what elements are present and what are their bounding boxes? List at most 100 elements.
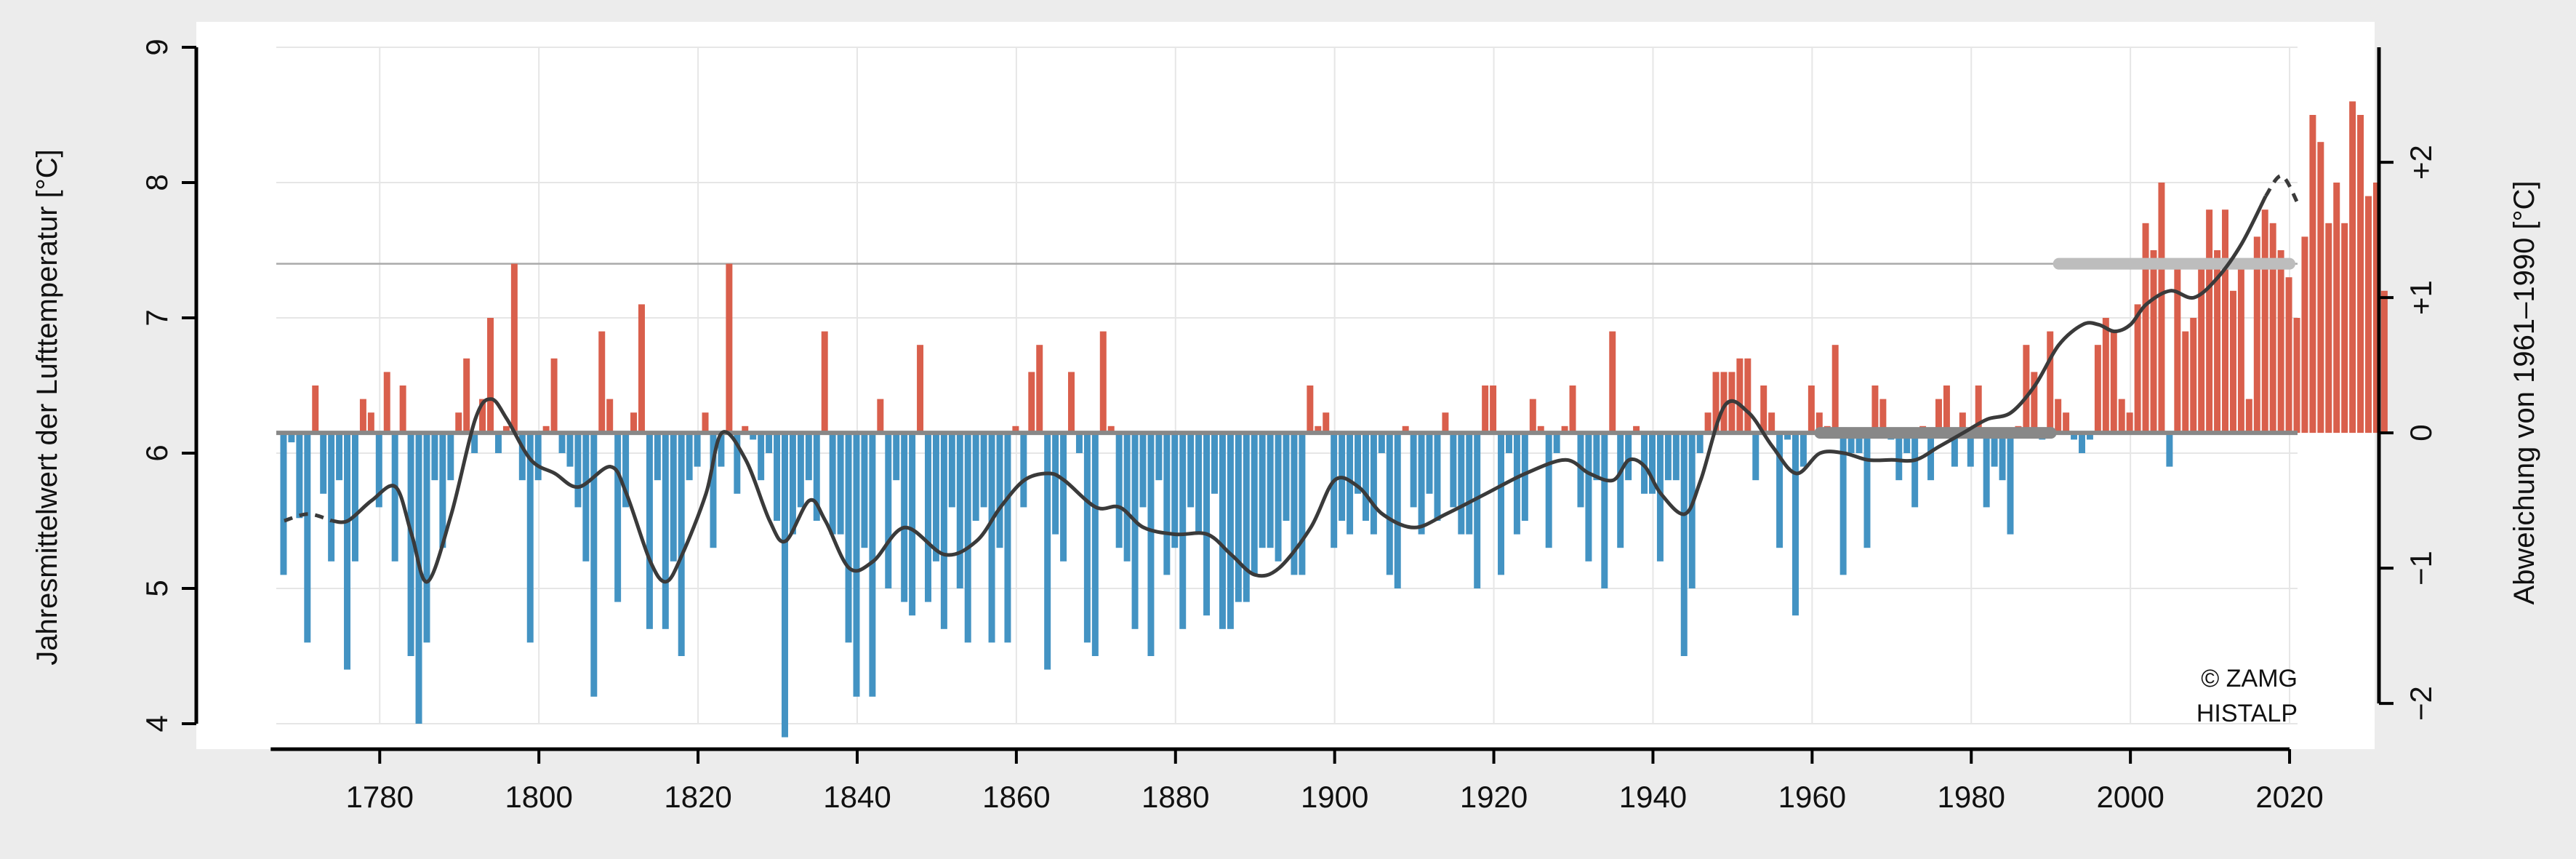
bar-1979 bbox=[1959, 412, 1966, 434]
bar-1806 bbox=[582, 433, 590, 562]
bar-1803 bbox=[558, 433, 566, 453]
bar-1895 bbox=[1291, 433, 1298, 575]
bar-1822 bbox=[710, 433, 717, 548]
bar-1946 bbox=[1696, 433, 1704, 453]
bar-1911 bbox=[1418, 433, 1425, 535]
bar-1873 bbox=[1115, 433, 1123, 548]
bar-1769 bbox=[288, 433, 295, 443]
bar-1928 bbox=[1553, 433, 1560, 453]
bar-1886 bbox=[1219, 433, 1226, 629]
bar-1967 bbox=[1863, 433, 1871, 548]
bar-1954 bbox=[1760, 385, 1768, 434]
bar-1785 bbox=[415, 433, 422, 724]
bar-2015 bbox=[2245, 399, 2252, 434]
bar-1965 bbox=[1847, 433, 1855, 453]
bar-1892 bbox=[1267, 433, 1274, 548]
bar-1945 bbox=[1688, 433, 1696, 588]
y-tick-label-right--2: −2 bbox=[2404, 686, 2438, 721]
bar-1832 bbox=[789, 433, 796, 535]
bar-1773 bbox=[320, 433, 327, 494]
bar-1907 bbox=[1386, 433, 1393, 575]
bar-1795 bbox=[494, 433, 502, 453]
bar-1808 bbox=[598, 331, 606, 434]
bar-1783 bbox=[399, 385, 406, 434]
bar-1877 bbox=[1147, 433, 1155, 656]
bar-1878 bbox=[1155, 433, 1163, 481]
bar-1836 bbox=[821, 331, 828, 434]
bar-1909 bbox=[1402, 425, 1409, 434]
bar-1987 bbox=[2023, 345, 2030, 434]
bar-2012 bbox=[2222, 209, 2228, 434]
bar-1811 bbox=[622, 433, 630, 508]
bar-1938 bbox=[1633, 425, 1640, 434]
bar-1994 bbox=[2079, 433, 2085, 453]
bar-1944 bbox=[1680, 433, 1688, 656]
tick-labels: 1780 1800 1820 1840 1860 1880 1900 1920 1940 1960… bbox=[140, 39, 2438, 814]
bar-1995 bbox=[2086, 433, 2093, 440]
bar-1839 bbox=[845, 433, 852, 643]
bar-1988 bbox=[2031, 372, 2038, 434]
bar-1842 bbox=[869, 433, 876, 697]
reference-period-bars bbox=[1814, 257, 2296, 439]
y-tick-label-left-4: 4 bbox=[140, 715, 174, 732]
bar-2002 bbox=[2142, 223, 2149, 434]
bar-2010 bbox=[2206, 209, 2213, 434]
bar-1888 bbox=[1235, 433, 1242, 602]
bar-1857 bbox=[988, 433, 995, 643]
bar-1772 bbox=[312, 385, 319, 434]
bar-1872 bbox=[1107, 425, 1115, 434]
bar-1810 bbox=[614, 433, 622, 602]
bar-1899 bbox=[1323, 412, 1330, 434]
bar-1797 bbox=[510, 263, 518, 434]
bar-2011 bbox=[2214, 250, 2221, 434]
y-tick-label-right--1: −1 bbox=[2404, 551, 2438, 586]
bar-1864 bbox=[1044, 433, 1051, 670]
bar-1853 bbox=[956, 433, 963, 588]
bar-2026 bbox=[2333, 183, 2340, 434]
bar-1925 bbox=[1529, 399, 1536, 434]
bar-1897 bbox=[1307, 385, 1314, 434]
bar-1844 bbox=[885, 433, 892, 588]
bar-1959 bbox=[1799, 433, 1807, 467]
bar-1868 bbox=[1075, 433, 1083, 453]
bar-1787 bbox=[431, 433, 438, 481]
bar-1972 bbox=[1903, 433, 1911, 453]
bar-1805 bbox=[574, 433, 582, 508]
x-tick-label-1960: 1960 bbox=[1778, 780, 1846, 814]
plot-panel bbox=[196, 22, 2375, 749]
bar-1942 bbox=[1664, 433, 1672, 481]
bar-1789 bbox=[447, 433, 454, 481]
bar-1880 bbox=[1171, 433, 1179, 548]
bar-2028 bbox=[2349, 101, 2356, 434]
bar-1854 bbox=[964, 433, 971, 643]
bar-1951 bbox=[1736, 358, 1744, 434]
bar-2020 bbox=[2285, 277, 2292, 434]
bar-1852 bbox=[948, 433, 955, 508]
bar-2025 bbox=[2325, 223, 2332, 434]
bar-1998 bbox=[2110, 331, 2117, 434]
bar-1922 bbox=[1505, 433, 1512, 453]
bar-2030 bbox=[2365, 196, 2372, 434]
x-tick-label-1940: 1940 bbox=[1619, 780, 1687, 814]
bar-1809 bbox=[606, 399, 614, 434]
bar-1984 bbox=[1999, 433, 2006, 481]
bar-1782 bbox=[391, 433, 398, 562]
bar-1887 bbox=[1227, 433, 1234, 629]
bar-1774 bbox=[328, 433, 335, 562]
bar-1956 bbox=[1776, 433, 1783, 548]
x-tick-label-2020: 2020 bbox=[2255, 780, 2323, 814]
bar-1991 bbox=[2055, 399, 2062, 434]
bar-1863 bbox=[1036, 345, 1043, 434]
bar-1823 bbox=[718, 433, 725, 467]
bar-1983 bbox=[1991, 433, 1998, 467]
x-tick-label-1900: 1900 bbox=[1301, 780, 1368, 814]
y-tick-label-right-2: +2 bbox=[2404, 145, 2438, 180]
smooth-line-end-dashed bbox=[2264, 174, 2300, 204]
bar-1768 bbox=[280, 433, 287, 575]
bar-1940 bbox=[1648, 433, 1656, 494]
bar-1819 bbox=[686, 433, 693, 481]
bar-1933 bbox=[1593, 433, 1600, 481]
bar-1993 bbox=[2071, 433, 2078, 440]
bars bbox=[280, 101, 2388, 738]
